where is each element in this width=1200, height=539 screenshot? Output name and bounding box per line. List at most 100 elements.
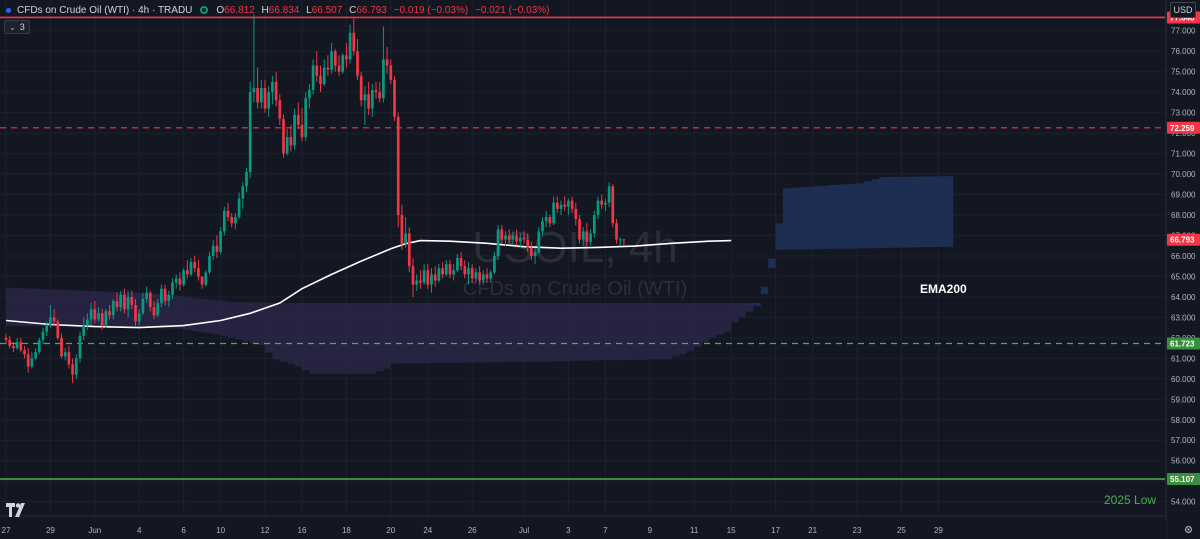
candle[interactable] xyxy=(93,301,97,324)
candle[interactable] xyxy=(259,79,263,109)
candle[interactable] xyxy=(530,241,533,261)
candle[interactable] xyxy=(322,59,326,86)
candle[interactable] xyxy=(152,301,156,320)
market-status-icon[interactable] xyxy=(200,6,209,14)
candle[interactable] xyxy=(156,298,160,318)
candle[interactable] xyxy=(8,335,12,349)
candle[interactable] xyxy=(596,196,600,220)
gear-icon[interactable] xyxy=(1183,524,1194,535)
candle[interactable] xyxy=(430,268,433,293)
candle[interactable] xyxy=(518,233,522,248)
candle[interactable] xyxy=(163,284,167,306)
candle[interactable] xyxy=(285,129,289,156)
candle[interactable] xyxy=(193,255,197,273)
candle[interactable] xyxy=(574,202,578,226)
candle[interactable] xyxy=(485,268,489,283)
candle[interactable] xyxy=(611,184,615,228)
candle[interactable] xyxy=(289,124,293,152)
candle[interactable] xyxy=(204,270,208,287)
candle[interactable] xyxy=(467,262,470,285)
candle[interactable] xyxy=(411,258,415,297)
candle[interactable] xyxy=(607,182,611,207)
candle[interactable] xyxy=(104,309,108,328)
candle[interactable] xyxy=(141,292,145,316)
candle[interactable] xyxy=(407,227,411,273)
candle[interactable] xyxy=(385,47,389,74)
candle[interactable] xyxy=(555,196,559,213)
currency-button[interactable]: USD xyxy=(1170,2,1196,18)
candle[interactable] xyxy=(452,264,456,281)
candle[interactable] xyxy=(123,288,126,314)
candle[interactable] xyxy=(622,238,626,246)
candle[interactable] xyxy=(30,352,34,369)
candle[interactable] xyxy=(71,358,74,383)
candle[interactable] xyxy=(12,341,15,353)
candle[interactable] xyxy=(26,348,30,373)
candle[interactable] xyxy=(396,112,400,228)
candle[interactable] xyxy=(100,309,104,330)
candle[interactable] xyxy=(600,194,604,209)
candle[interactable] xyxy=(522,231,526,244)
candle[interactable] xyxy=(282,114,285,158)
candle[interactable] xyxy=(245,167,248,193)
candle[interactable] xyxy=(134,298,137,326)
candle[interactable] xyxy=(248,81,252,179)
candle[interactable] xyxy=(97,307,100,322)
candle[interactable] xyxy=(211,239,215,261)
candle[interactable] xyxy=(567,198,570,215)
candle[interactable] xyxy=(49,305,52,328)
candle[interactable] xyxy=(615,219,618,244)
candle[interactable] xyxy=(511,231,515,244)
candle[interactable] xyxy=(137,309,141,326)
candle[interactable] xyxy=(189,258,193,277)
candle[interactable] xyxy=(533,247,537,265)
candle[interactable] xyxy=(618,237,622,246)
candle[interactable] xyxy=(337,55,341,76)
candle[interactable] xyxy=(548,215,552,228)
candle[interactable] xyxy=(300,108,304,142)
candle[interactable] xyxy=(393,75,396,121)
candle[interactable] xyxy=(74,354,78,379)
candle[interactable] xyxy=(148,290,152,312)
candle[interactable] xyxy=(493,251,496,275)
candle[interactable] xyxy=(108,305,111,320)
candle[interactable] xyxy=(378,81,382,103)
candle[interactable] xyxy=(489,270,493,283)
candle[interactable] xyxy=(537,227,541,254)
candle[interactable] xyxy=(271,75,274,105)
candle[interactable] xyxy=(293,108,296,150)
candle[interactable] xyxy=(456,253,459,273)
candle[interactable] xyxy=(526,233,530,252)
candle[interactable] xyxy=(296,102,300,129)
candle[interactable] xyxy=(145,286,148,304)
candle[interactable] xyxy=(507,229,511,244)
candle[interactable] xyxy=(4,333,8,344)
candle[interactable] xyxy=(263,79,267,113)
candle[interactable] xyxy=(419,270,422,289)
candle[interactable] xyxy=(345,43,348,68)
candle[interactable] xyxy=(222,206,226,236)
candle[interactable] xyxy=(441,262,444,279)
candle[interactable] xyxy=(496,225,500,261)
candle[interactable] xyxy=(208,251,211,275)
candle[interactable] xyxy=(126,290,130,318)
candle[interactable] xyxy=(515,229,518,246)
candle[interactable] xyxy=(585,223,589,246)
candle[interactable] xyxy=(544,210,548,228)
candle[interactable] xyxy=(197,260,200,281)
candle[interactable] xyxy=(78,331,82,363)
candle[interactable] xyxy=(56,319,60,340)
candle[interactable] xyxy=(370,83,374,117)
candle[interactable] xyxy=(356,38,359,80)
candle[interactable] xyxy=(219,227,222,254)
candle[interactable] xyxy=(230,212,234,228)
candle[interactable] xyxy=(45,321,49,336)
candle[interactable] xyxy=(326,55,330,76)
candle[interactable] xyxy=(437,264,441,283)
candle[interactable] xyxy=(478,266,481,285)
candle[interactable] xyxy=(374,81,378,99)
candle[interactable] xyxy=(308,83,311,109)
candle[interactable] xyxy=(119,290,123,312)
candle[interactable] xyxy=(178,272,182,291)
candle[interactable] xyxy=(252,14,256,103)
